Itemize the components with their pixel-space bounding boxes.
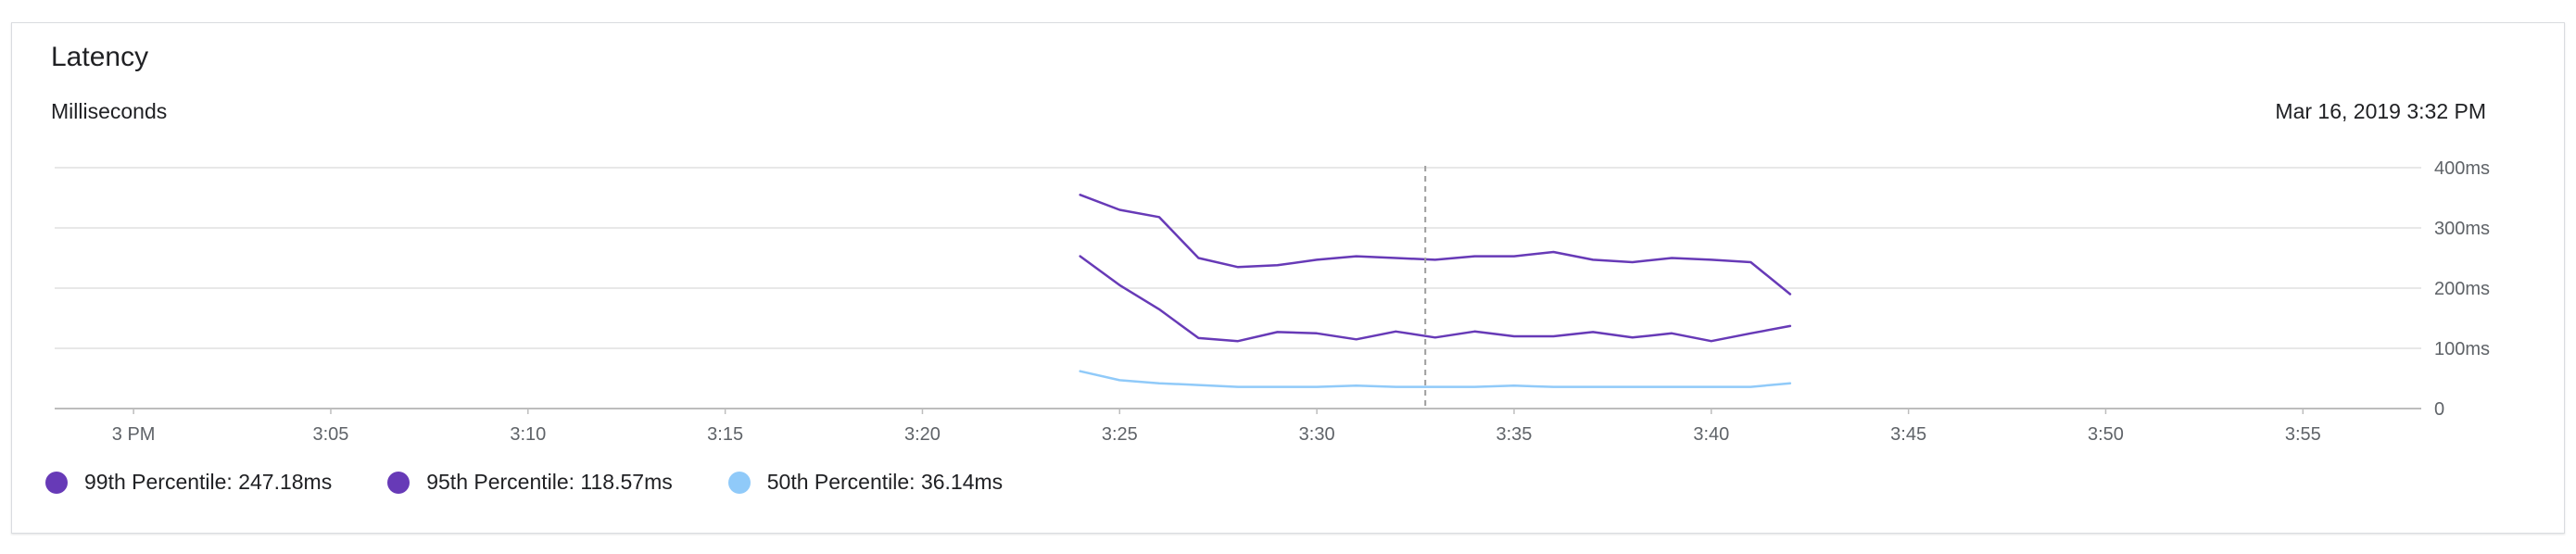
grid-lines [55,167,2421,409]
series-line-99th [1079,194,1792,296]
legend-item-99th[interactable]: 99th Percentile: 247.18ms [45,470,332,495]
y-tick-label: 0 [2434,399,2444,420]
x-tick-label: 3:30 [1299,424,1335,445]
y-tick-label: 100ms [2434,339,2490,359]
legend-item-50th[interactable]: 50th Percentile: 36.14ms [727,470,1004,495]
x-tick-label: 3 PM [112,424,156,445]
y-tick-label: 200ms [2434,279,2490,299]
y-tick-label: 400ms [2434,158,2490,179]
x-tick-label: 3:20 [904,424,941,445]
legend: 99th Percentile: 247.18ms 95th Percentil… [45,470,1003,495]
y-axis-ticks: 0 100ms 200ms 300ms 400ms [2434,158,2490,420]
legend-dot-50th [727,471,751,494]
x-tick-label: 3:15 [707,424,743,445]
chart-unit-label: Milliseconds [51,99,168,123]
x-tick-label: 3:05 [312,424,348,445]
x-axis-ticks: 3 PM 3:05 3:10 3:15 3:20 3:25 3:30 3:35 3:40 3:45… [112,409,2321,445]
x-tick-label: 3:55 [2285,424,2321,445]
legend-label-50th: 50th Percentile: 36.14ms [766,470,1004,494]
x-tick-label: 3:25 [1102,424,1138,445]
x-tick-label: 3:40 [1693,424,1729,445]
series-line-50th [1079,370,1792,388]
cursor-timestamp: Mar 16, 2019 3:32 PM [2275,99,2486,123]
x-tick-label: 3:35 [1496,424,1532,445]
chart-title: Latency [51,42,149,72]
x-tick-label: 3:10 [510,424,546,445]
legend-label-99th: 99th Percentile: 247.18ms [84,470,333,494]
legend-dot-95th [387,471,410,494]
legend-label-95th: 95th Percentile: 118.57ms [426,470,673,494]
x-tick-label: 3:50 [2088,424,2124,445]
y-tick-label: 300ms [2434,219,2490,239]
legend-dot-99th [45,471,68,494]
legend-item-95th[interactable]: 95th Percentile: 118.57ms [387,470,673,495]
series-lines [1079,194,1792,388]
series-line-95th [1079,255,1792,343]
latency-chart[interactable]: 0 100ms 200ms 300ms 400ms 3 PM 3:05 3:10 3:15 3:… [12,23,2566,535]
x-tick-label: 3:45 [1890,424,1926,445]
latency-card: 0 100ms 200ms 300ms 400ms 3 PM 3:05 3:10 3:15 3:… [11,22,2565,534]
